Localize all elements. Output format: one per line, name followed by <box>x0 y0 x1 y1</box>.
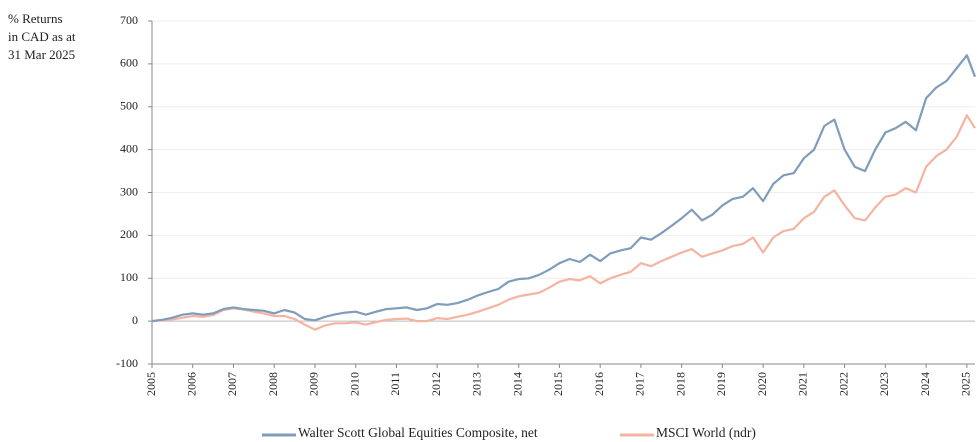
x-tick-label: 2020 <box>755 372 769 396</box>
series-line <box>151 114 976 331</box>
y-tick-label: 600 <box>120 56 138 70</box>
y-tick-label: 100 <box>120 270 138 284</box>
x-tick-label: 2011 <box>388 372 402 396</box>
x-tick-label: 2019 <box>714 372 728 396</box>
x-tick-label: 2023 <box>877 372 891 396</box>
y-tick-label: 400 <box>120 141 138 155</box>
x-tick-label: 2024 <box>918 372 932 396</box>
y-tick-label: 0 <box>132 313 138 327</box>
y-tick-label: -100 <box>116 356 138 370</box>
x-tick-label: 2012 <box>429 372 443 396</box>
x-tick-label: 2021 <box>796 372 810 396</box>
x-tick-label: 2010 <box>347 372 361 396</box>
x-tick-label: 2022 <box>836 372 850 396</box>
x-tick-label: 2006 <box>184 372 198 396</box>
x-tick-label: 2008 <box>266 372 280 396</box>
x-tick-label: 2009 <box>307 372 321 396</box>
x-tick-label: 2015 <box>551 372 565 396</box>
series-line <box>151 54 977 323</box>
y-axis-label: % Returns <box>8 11 63 26</box>
y-tick-label: 700 <box>120 13 138 27</box>
y-axis-label: in CAD as at <box>8 29 76 44</box>
y-axis-label: 31 Mar 2025 <box>8 47 75 62</box>
legend-label: Walter Scott Global Equities Composite, … <box>298 425 538 440</box>
x-tick-label: 2013 <box>470 372 484 396</box>
x-tick-label: 2016 <box>592 372 606 396</box>
y-tick-label: 300 <box>120 184 138 198</box>
y-tick-label: 500 <box>120 99 138 113</box>
x-tick-label: 2014 <box>510 372 524 396</box>
x-tick-label: 2007 <box>225 372 239 396</box>
x-tick-label: 2018 <box>673 372 687 396</box>
y-tick-label: 200 <box>120 227 138 241</box>
x-tick-label: 2025 <box>959 372 973 396</box>
x-tick-label: 2017 <box>633 372 647 396</box>
x-tick-label: 2005 <box>144 372 158 396</box>
legend-label: MSCI World (ndr) <box>656 425 756 440</box>
